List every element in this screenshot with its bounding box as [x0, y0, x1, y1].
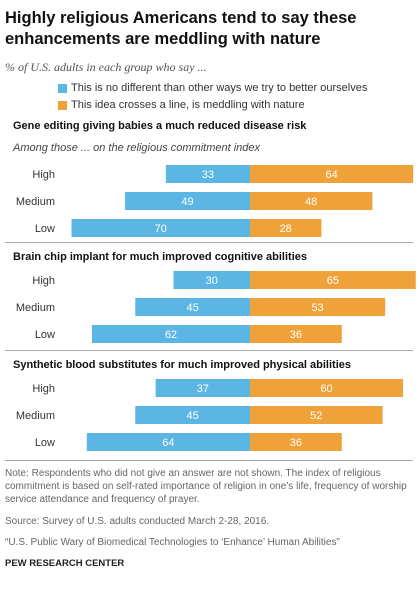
bar-no-different-high — [165, 165, 250, 183]
bar-crosses-line-high — [250, 379, 403, 397]
bar-no-different-low — [91, 325, 251, 343]
value-label-crosses-line-medium: 48 — [305, 196, 317, 208]
bar-crosses-line-medium — [250, 298, 386, 316]
value-label-no-different-low: 64 — [162, 437, 174, 449]
value-label-no-different-low: 62 — [165, 329, 177, 341]
bar-no-different-low — [71, 219, 250, 237]
value-label-crosses-line-low: 36 — [290, 329, 302, 341]
bar-no-different-high — [173, 271, 250, 289]
value-label-no-different-medium: 49 — [181, 196, 193, 208]
panel-3-chart: High 37 60 Medium 45 52 Low 64 36 — [16, 379, 403, 451]
bar-crosses-line-low — [250, 433, 342, 451]
value-label-no-different-medium: 45 — [187, 410, 199, 422]
category-label-low: Low — [35, 223, 55, 235]
bar-no-different-medium — [135, 406, 250, 424]
value-label-crosses-line-low: 36 — [290, 437, 302, 449]
notes-divider — [5, 460, 413, 461]
panel-3-title: Synthetic blood substitutes for much imp… — [13, 359, 352, 371]
panel-1-subtitle: Among those ... on the religious commitm… — [13, 142, 261, 154]
bar-crosses-line-high — [250, 165, 414, 183]
value-label-crosses-line-high: 60 — [320, 383, 332, 395]
value-label-crosses-line-high: 65 — [327, 275, 339, 287]
chart-title: Highly religious Americans tend to say t… — [5, 8, 410, 50]
category-label-high: High — [32, 383, 55, 395]
bar-crosses-line-high — [250, 271, 416, 289]
panel-1-title: Gene editing giving babies a much reduce… — [13, 120, 307, 132]
bar-no-different-medium — [125, 192, 250, 210]
value-label-crosses-line-medium: 53 — [311, 302, 323, 314]
panel-divider-1 — [5, 242, 413, 243]
value-label-no-different-high: 33 — [202, 169, 214, 181]
bar-crosses-line-medium — [250, 192, 373, 210]
value-label-crosses-line-medium: 52 — [310, 410, 322, 422]
legend-item-crosses-line: This idea crosses a line, is meddling wi… — [58, 99, 305, 111]
bar-crosses-line-low — [250, 219, 322, 237]
value-label-no-different-low: 70 — [155, 223, 167, 235]
value-label-no-different-high: 37 — [197, 383, 209, 395]
report-title-text: “U.S. Public Wary of Biomedical Technolo… — [5, 537, 340, 548]
panel-1-chart: High 33 64 Medium 49 48 Low 70 28 — [16, 165, 414, 237]
category-label-high: High — [32, 169, 55, 181]
value-label-no-different-medium: 45 — [187, 302, 199, 314]
title-line-1: Highly religious Americans tend to say t… — [5, 9, 357, 27]
org-name: PEW RESEARCH CENTER — [5, 558, 125, 569]
legend-item-no-different: This is no different than other ways we … — [58, 82, 367, 94]
title-line-2: enhancements are meddling with nature — [5, 30, 321, 48]
panel-2-title: Brain chip implant for much improved cog… — [13, 251, 307, 263]
value-label-no-different-high: 30 — [206, 275, 218, 287]
value-label-crosses-line-low: 28 — [280, 223, 292, 235]
bar-crosses-line-medium — [250, 406, 383, 424]
category-label-low: Low — [35, 437, 55, 449]
panel-divider-2 — [5, 350, 413, 351]
category-label-medium: Medium — [16, 196, 55, 208]
legend-label-no-different: This is no different than other ways we … — [71, 82, 368, 94]
value-label-crosses-line-high: 64 — [325, 169, 337, 181]
bar-no-different-low — [86, 433, 250, 451]
category-label-low: Low — [35, 329, 55, 341]
legend-label-crosses-line: This idea crosses a line, is meddling wi… — [71, 99, 305, 111]
source-text: Source: Survey of U.S. adults conducted … — [5, 516, 270, 527]
category-label-high: High — [32, 275, 55, 287]
bar-no-different-high — [155, 379, 250, 397]
bar-crosses-line-low — [250, 325, 342, 343]
category-label-medium: Medium — [16, 302, 55, 314]
bar-no-different-medium — [135, 298, 250, 316]
chart-subtitle: % of U.S. adults in each group who say .… — [5, 60, 207, 74]
category-label-medium: Medium — [16, 410, 55, 422]
legend-swatch-blue — [58, 83, 67, 93]
legend-swatch-orange — [58, 100, 67, 110]
note-text: Note: Respondents who did not give an an… — [5, 468, 407, 505]
panel-2-chart: High 30 65 Medium 45 53 Low 62 36 — [16, 271, 416, 343]
